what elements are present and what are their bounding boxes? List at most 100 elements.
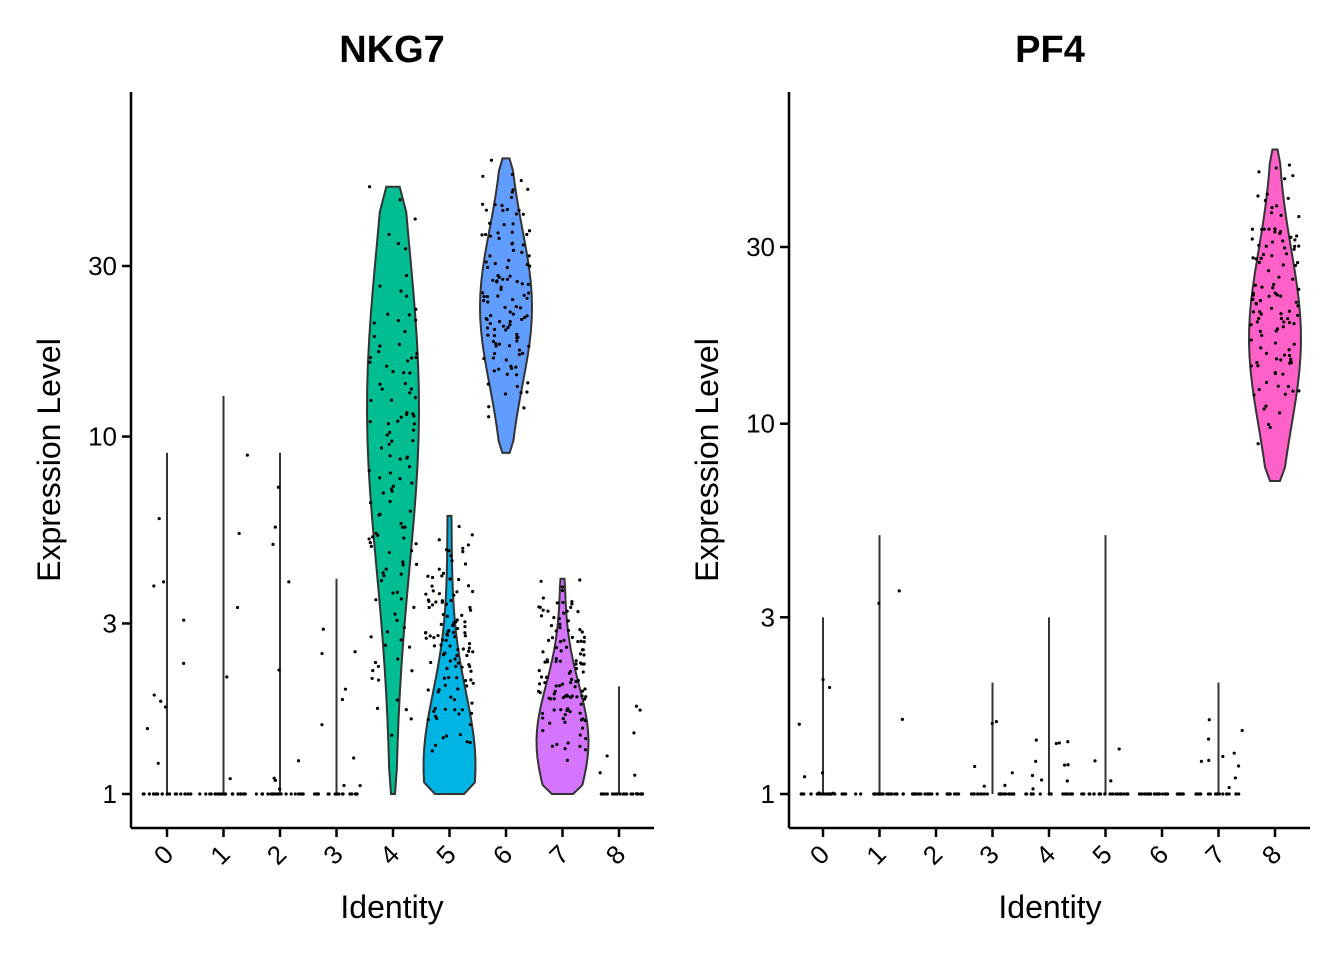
data-point — [1034, 738, 1038, 742]
data-point — [555, 601, 559, 605]
data-point — [526, 291, 531, 295]
data-point — [537, 668, 541, 673]
data-point — [1279, 294, 1283, 298]
data-point — [444, 638, 448, 642]
data-point — [439, 622, 443, 626]
data-point — [236, 792, 240, 796]
data-point — [455, 618, 459, 622]
data-point — [395, 698, 399, 702]
data-point — [432, 635, 436, 640]
data-point — [463, 562, 468, 566]
data-point — [493, 261, 497, 266]
data-point — [433, 706, 437, 711]
violin-shape — [535, 577, 590, 795]
data-point — [582, 653, 586, 657]
data-point — [558, 626, 562, 630]
data-point — [228, 777, 232, 781]
data-point — [409, 387, 414, 391]
data-point — [437, 592, 442, 596]
data-point — [469, 669, 473, 673]
data-point — [563, 747, 567, 751]
data-point — [498, 320, 502, 324]
data-point — [382, 574, 386, 578]
data-point — [463, 634, 467, 638]
data-point — [391, 370, 395, 374]
data-point — [409, 549, 414, 553]
data-point — [145, 727, 150, 731]
data-point — [342, 783, 346, 788]
data-point — [1259, 312, 1263, 316]
data-point — [378, 382, 382, 386]
data-point — [239, 792, 243, 796]
data-point — [543, 660, 547, 664]
data-point — [569, 680, 573, 685]
data-point — [541, 608, 545, 612]
data-point — [1296, 304, 1300, 308]
data-point — [546, 609, 550, 613]
data-point — [1103, 792, 1107, 796]
data-point — [558, 659, 562, 663]
data-point — [378, 284, 382, 288]
data-point — [397, 342, 402, 346]
data-point — [383, 643, 388, 647]
data-point — [580, 648, 584, 652]
data-point — [520, 250, 524, 254]
data-point — [482, 356, 486, 361]
data-point — [470, 533, 474, 537]
data-point — [466, 584, 471, 588]
data-point — [407, 313, 411, 317]
data-point — [390, 733, 394, 737]
data-point — [165, 792, 170, 796]
data-point — [1260, 333, 1264, 337]
data-point — [504, 328, 508, 332]
data-point — [492, 369, 496, 373]
data-point — [1270, 254, 1274, 258]
data-point — [183, 792, 187, 796]
data-point — [497, 236, 501, 240]
data-point — [406, 359, 410, 363]
data-point — [541, 650, 545, 654]
data-point — [1286, 196, 1290, 200]
data-point — [1281, 325, 1285, 329]
data-point — [820, 771, 825, 775]
violin-5 — [1080, 535, 1130, 796]
data-point — [460, 613, 464, 617]
data-point — [1155, 792, 1160, 796]
violin-6 — [479, 157, 533, 454]
data-point — [557, 616, 562, 621]
data-point — [553, 689, 557, 693]
violin-4 — [366, 185, 420, 795]
data-point — [409, 717, 413, 721]
data-point — [570, 694, 574, 698]
data-point — [245, 453, 249, 457]
data-point — [1030, 773, 1035, 778]
data-point — [335, 792, 339, 796]
data-point — [560, 585, 565, 589]
data-point — [463, 624, 467, 629]
data-point — [448, 577, 452, 581]
data-point — [582, 640, 586, 644]
data-point — [510, 172, 515, 177]
data-point — [1030, 792, 1034, 796]
data-point — [503, 305, 507, 310]
violin-7 — [1194, 682, 1244, 796]
data-point — [558, 684, 562, 688]
data-point — [1274, 357, 1279, 361]
data-point — [402, 625, 406, 630]
data-point — [1256, 364, 1260, 368]
data-point — [923, 792, 927, 796]
data-point — [402, 536, 406, 540]
data-point — [494, 344, 498, 348]
data-point — [496, 274, 500, 278]
data-point — [1258, 310, 1262, 314]
data-point — [1291, 277, 1295, 281]
data-point — [552, 708, 556, 712]
data-point — [635, 792, 639, 796]
data-point — [471, 650, 475, 654]
data-point — [578, 652, 583, 656]
data-point — [1288, 361, 1292, 365]
data-point — [455, 590, 459, 594]
data-point — [935, 792, 939, 796]
data-point — [501, 324, 506, 328]
